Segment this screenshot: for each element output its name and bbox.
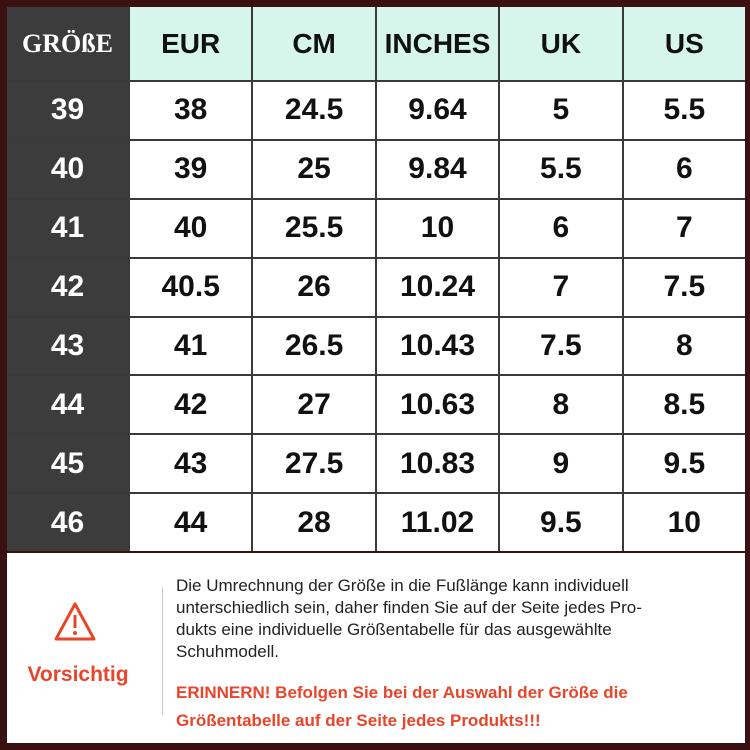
table-cell: 7 (500, 258, 622, 316)
table-cell: 10.63 (376, 376, 499, 434)
table-cell: 7 (623, 199, 745, 257)
table-cell: 8 (500, 376, 622, 434)
row-header-cell: 44 (7, 376, 128, 434)
warning-line: ERINNERN! Befolgen Sie bei der Auswahl d… (176, 683, 628, 702)
table-cell: 7.5 (500, 317, 622, 375)
table-cell: 5 (500, 82, 622, 139)
table-cell: 9.64 (376, 82, 499, 139)
row-header-cell: 46 (7, 494, 128, 551)
header-cell: UK (500, 7, 622, 80)
row-header-cell: 39 (7, 82, 128, 139)
table-cell: 26.5 (253, 317, 375, 375)
row-header-cell: 45 (7, 435, 128, 493)
table-cell: 10.83 (376, 435, 499, 493)
table-cell: 8.5 (623, 376, 745, 434)
table-cell: 41 (130, 317, 252, 375)
header-cell: CM (253, 7, 375, 80)
table-cell: 25 (253, 140, 375, 198)
table-cell: 27 (253, 376, 375, 434)
table-cell: 5.5 (623, 82, 745, 139)
table-cell: 25.5 (253, 199, 375, 257)
row-header-cell: 42 (7, 258, 128, 316)
table-cell: 44 (130, 494, 252, 551)
warning-icon (54, 602, 96, 641)
header-cell: INCHES (376, 7, 499, 80)
table-cell: 28 (253, 494, 375, 551)
table-cell: 38 (130, 82, 252, 139)
table-cell: 40.5 (130, 258, 252, 316)
header-cell: GRÖßE (7, 7, 128, 80)
header-cell: US (623, 7, 745, 80)
table-cell: 7.5 (623, 258, 745, 316)
row-header-cell: 40 (7, 140, 128, 198)
table-cell: 9.84 (376, 140, 499, 198)
note-line: Die Umrechnung der Größe in die Fußlänge… (176, 576, 629, 595)
table-cell: 24.5 (253, 82, 375, 139)
note-text: Die Umrechnung der Größe in die Fußlänge… (176, 575, 642, 663)
table-cell: 9 (500, 435, 622, 493)
warning-text: ERINNERN! Befolgen Sie bei der Auswahl d… (176, 679, 628, 735)
separator (162, 587, 163, 715)
table-cell: 6 (500, 199, 622, 257)
row-header-cell: 43 (7, 317, 128, 375)
table-cell: 42 (130, 376, 252, 434)
table-cell: 8 (623, 317, 745, 375)
table-cell: 9.5 (500, 494, 622, 551)
table-cell: 10.43 (376, 317, 499, 375)
note-panel: Vorsichtig Die Umrechnung der Größe in d… (7, 553, 745, 743)
table-cell: 6 (623, 140, 745, 198)
table-cell: 10 (376, 199, 499, 257)
table-cell: 39 (130, 140, 252, 198)
table-cell: 10 (623, 494, 745, 551)
caution-label: Vorsichtig (27, 663, 129, 686)
table-cell: 40 (130, 199, 252, 257)
note-line: unterschiedlich sein, daher finden Sie a… (176, 598, 642, 617)
table-cell: 26 (253, 258, 375, 316)
table-cell: 43 (130, 435, 252, 493)
note-line: dukts eine individuelle Größentabelle fü… (176, 620, 612, 639)
table-cell: 27.5 (253, 435, 375, 493)
row-header-cell: 41 (7, 199, 128, 257)
table-cell: 5.5 (500, 140, 622, 198)
table-cell: 9.5 (623, 435, 745, 493)
table-cell: 10.24 (376, 258, 499, 316)
size-table: GRÖßE EUR CM INCHES UK US 39 38 24.5 9.64 5 5.5 40 39… (7, 7, 745, 551)
header-cell: EUR (130, 7, 252, 80)
table-cell: 11.02 (376, 494, 499, 551)
warning-line: Größentabelle auf der Seite jedes Produk… (176, 711, 541, 730)
note-line: Schuhmodell. (176, 642, 280, 661)
